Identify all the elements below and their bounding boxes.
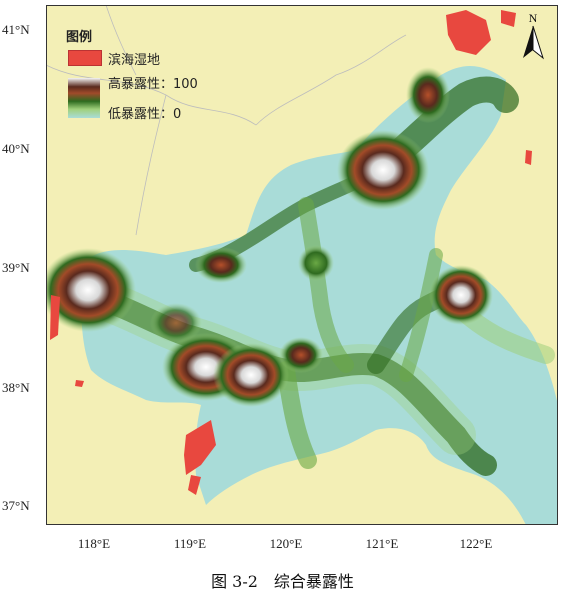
lat-tick-40: 40°N	[2, 141, 30, 156]
coastal-wetlands	[50, 10, 532, 495]
lon-tick-121: 121°E	[365, 536, 399, 551]
lat-tick-41: 41°N	[2, 22, 30, 37]
lon-tick-122: 122°E	[459, 536, 493, 551]
legend-high-label: 高暴露性：100	[108, 77, 198, 92]
lon-tick-118: 118°E	[77, 536, 111, 551]
exposure-hotspots	[46, 67, 493, 407]
boundaries	[46, 5, 407, 236]
lat-tick-39: 39°N	[2, 260, 30, 275]
lat-tick-37: 37°N	[2, 498, 30, 513]
north-arrow-icon: N	[523, 11, 544, 60]
legend-wetland-swatch	[68, 50, 102, 66]
legend-low-label: 低暴露性：0	[108, 107, 182, 122]
figure-caption: 图 3-2 综合暴露性	[211, 572, 354, 591]
legend-wetland-label: 滨海湿地	[108, 53, 161, 68]
lon-tick-119: 119°E	[173, 536, 207, 551]
legend-title: 图例	[66, 30, 93, 45]
legend-exposure-ramp	[68, 78, 100, 118]
lon-tick-120: 120°E	[269, 536, 303, 551]
map-frame	[46, 5, 558, 525]
lat-tick-38: 38°N	[2, 380, 30, 395]
north-label: N	[529, 11, 538, 25]
